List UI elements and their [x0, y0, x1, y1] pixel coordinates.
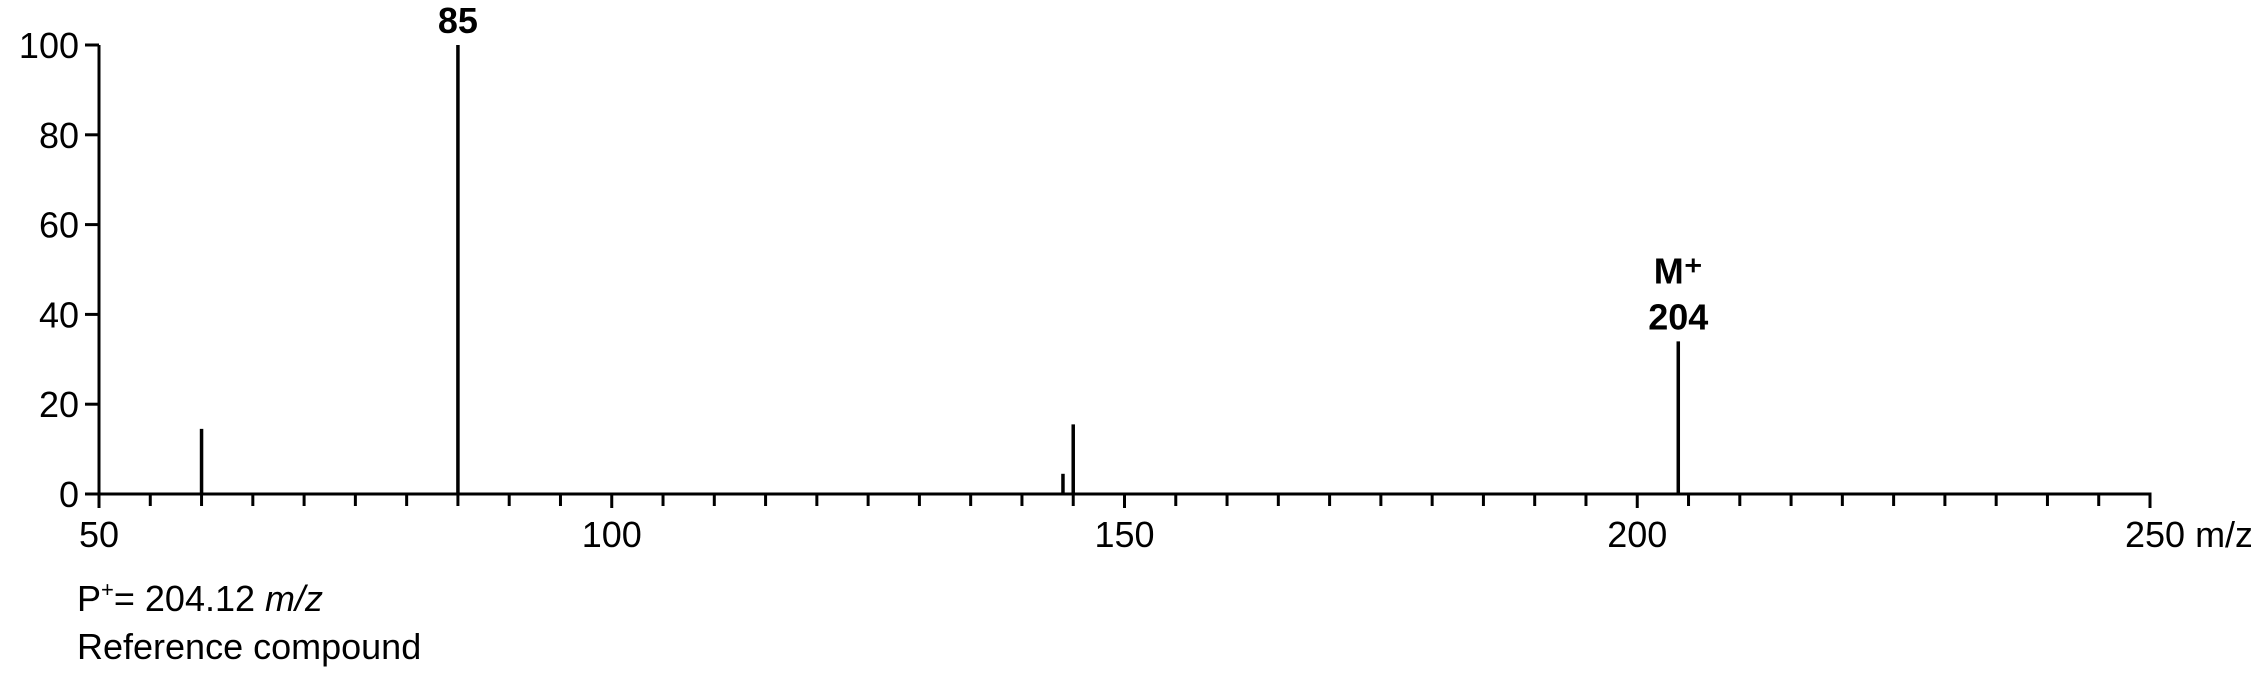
y-tick-label: 20: [39, 384, 79, 425]
peak-label-204: M⁺: [1654, 250, 1703, 291]
formula-superscript: +: [101, 577, 114, 602]
peak-label-85: 85: [438, 0, 478, 41]
x-axis: 50 100 150 200 250 m/z: [79, 492, 2251, 555]
peak-annotations: 85 M⁺ 204: [438, 0, 1708, 337]
formula-unit: m/z: [265, 578, 324, 619]
peak-label-204: 204: [1648, 296, 1708, 337]
y-axis: 0 20 40 60 80 100: [19, 25, 101, 515]
y-tick-label: 100: [19, 25, 79, 66]
x-tick-label: 200: [1607, 514, 1667, 555]
peaks: [199, 45, 1681, 494]
y-tick-label: 60: [39, 205, 79, 246]
compound-name: Reference compound: [77, 626, 422, 667]
x-tick-label: 50: [79, 514, 119, 555]
formula-prefix: P: [77, 578, 102, 619]
x-tick-label: 250 m/z: [2125, 514, 2251, 555]
x-tick-label: 150: [1094, 514, 1154, 555]
molecular-ion-note: P+= 204.12 m/z: [77, 579, 323, 617]
formula-value: = 204.12: [113, 578, 266, 619]
x-tick-label: 100: [582, 514, 642, 555]
y-tick-label: 0: [59, 474, 79, 515]
y-tick-label: 40: [39, 294, 79, 335]
y-tick-label: 80: [39, 115, 79, 156]
